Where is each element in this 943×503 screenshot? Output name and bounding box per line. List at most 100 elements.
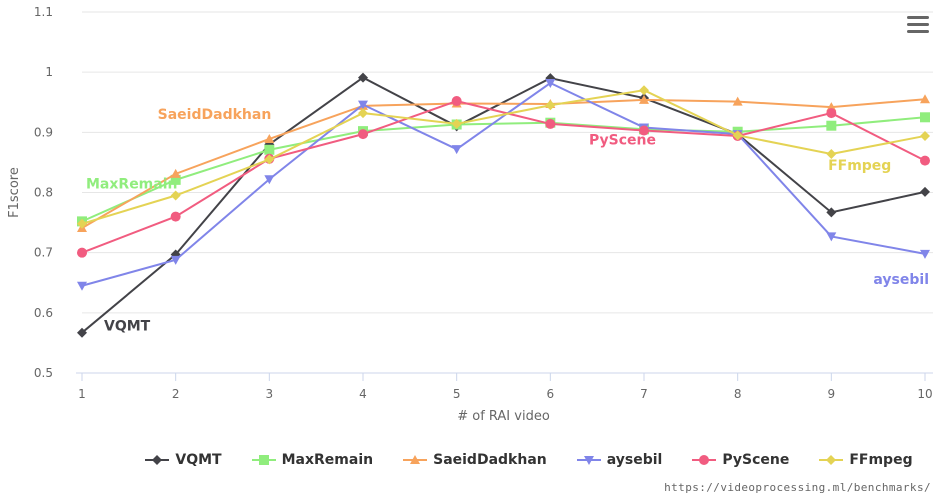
legend-label: PyScene — [722, 452, 790, 468]
x-axis-title: # of RAI video — [457, 409, 550, 424]
data-point-marker — [170, 255, 181, 265]
data-point-marker — [920, 186, 930, 197]
data-point-marker — [77, 218, 87, 229]
legend-label: FFmpeg — [849, 452, 913, 468]
y-tick-label: 0.8 — [34, 186, 53, 200]
data-point-marker — [920, 130, 930, 141]
data-point-marker — [264, 144, 275, 155]
data-point-marker — [258, 455, 269, 465]
data-point-marker — [826, 232, 837, 242]
data-point-marker — [451, 118, 462, 129]
y-tick-label: 1.1 — [34, 5, 53, 19]
data-point-marker — [545, 100, 556, 111]
y-tick-label: 1 — [45, 65, 53, 79]
series-annotation-label: PyScene — [589, 133, 656, 149]
data-point-marker — [358, 100, 368, 110]
chart-legend: VQMT MaxRemain SaeidDadkhan aysebil PyScene F… — [0, 452, 943, 468]
data-point-marker — [699, 455, 710, 465]
data-point-marker — [826, 120, 837, 131]
x-tick-label: 6 — [547, 387, 555, 401]
x-tick-label: 10 — [917, 387, 932, 401]
data-point-marker — [583, 456, 594, 465]
legend-item-FFmpeg[interactable]: FFmpeg — [819, 452, 913, 468]
y-tick-label: 0.9 — [34, 125, 53, 139]
data-point-marker — [77, 327, 87, 338]
data-point-marker — [264, 154, 275, 165]
series-line — [81, 76, 926, 334]
y-axis-title: F1score — [7, 167, 22, 218]
data-point-marker — [732, 130, 743, 141]
data-point-marker — [410, 455, 421, 464]
data-point-marker — [358, 108, 368, 119]
gridlines — [82, 11, 933, 374]
data-point-marker — [170, 168, 181, 178]
series-annotation-label: VQMT — [104, 319, 151, 335]
series-annotation-label: FFmpeg — [828, 158, 891, 174]
menu-bar — [907, 23, 929, 26]
legend-symbol — [692, 455, 717, 465]
data-point-marker — [732, 96, 743, 106]
data-point-marker — [545, 78, 556, 88]
x-tick-label: 8 — [734, 387, 742, 401]
data-point-marker — [920, 249, 930, 259]
y-tick-label: 0.5 — [34, 366, 53, 380]
data-point-marker — [545, 118, 556, 129]
y-tick-label: 0.6 — [34, 306, 53, 320]
series-annotation-label: aysebil — [873, 272, 929, 288]
legend-symbol — [819, 455, 844, 465]
data-point-marker — [639, 125, 649, 136]
data-point-marker — [639, 85, 649, 96]
legend-symbol — [576, 456, 601, 465]
series-line — [81, 89, 926, 225]
x-tick-label: 5 — [453, 387, 461, 401]
legend-item-MaxRemain[interactable]: MaxRemain — [251, 452, 374, 468]
legend-item-SaeidDadkhan[interactable]: SaeidDadkhan — [403, 452, 547, 468]
data-point-marker — [358, 72, 368, 83]
legend-label: aysebil — [606, 452, 663, 468]
x-tick-label: 1 — [78, 387, 86, 401]
menu-bar — [907, 30, 929, 33]
data-point-marker — [170, 249, 181, 260]
data-point-marker — [77, 281, 87, 291]
data-point-marker — [170, 174, 181, 185]
series-FFmpeg — [77, 85, 930, 229]
data-point-marker — [264, 133, 275, 143]
data-point-marker — [920, 155, 930, 166]
data-point-marker — [170, 190, 181, 201]
legend-symbol — [251, 455, 276, 465]
legend-item-PyScene[interactable]: PyScene — [692, 452, 789, 468]
legend-label: MaxRemain — [281, 452, 374, 468]
legend-label: VQMT — [175, 452, 222, 468]
data-point-marker — [826, 207, 837, 218]
hamburger-menu-icon[interactable] — [905, 16, 931, 36]
data-point-marker — [826, 148, 837, 159]
series-line — [81, 100, 926, 254]
series-annotation-label: MaxRemain — [86, 176, 178, 192]
x-tick-label: 9 — [828, 387, 836, 401]
x-tick-label: 3 — [266, 387, 274, 401]
data-point-marker — [170, 211, 181, 222]
data-point-marker — [639, 94, 649, 104]
data-point-marker — [920, 94, 930, 104]
x-tick-label: 2 — [172, 387, 180, 401]
series-line — [81, 98, 926, 229]
menu-bar — [907, 16, 929, 19]
series-group — [77, 72, 930, 338]
legend-symbol — [145, 455, 170, 465]
data-point-marker — [920, 112, 930, 123]
legend-symbol — [403, 455, 428, 464]
series-line — [81, 116, 926, 223]
axes: 0.5 0.6 0.7 0.8 0.9 1 1.1 1 2 3 4 5 6 7 8 9 10 # of RAI v… — [7, 5, 933, 424]
source-credit: https://videoprocessing.ml/benchmarks/ — [664, 481, 931, 494]
series-MaxRemain — [77, 112, 930, 227]
legend-item-VQMT[interactable]: VQMT — [145, 452, 222, 468]
series-annotation-label: SaeidDadkhan — [158, 107, 272, 123]
data-point-marker — [826, 108, 837, 119]
data-point-marker — [152, 455, 163, 465]
data-point-marker — [264, 175, 275, 185]
y-tick-label: 0.7 — [34, 246, 53, 260]
series-aysebil — [77, 78, 930, 291]
legend-item-aysebil[interactable]: aysebil — [576, 452, 663, 468]
